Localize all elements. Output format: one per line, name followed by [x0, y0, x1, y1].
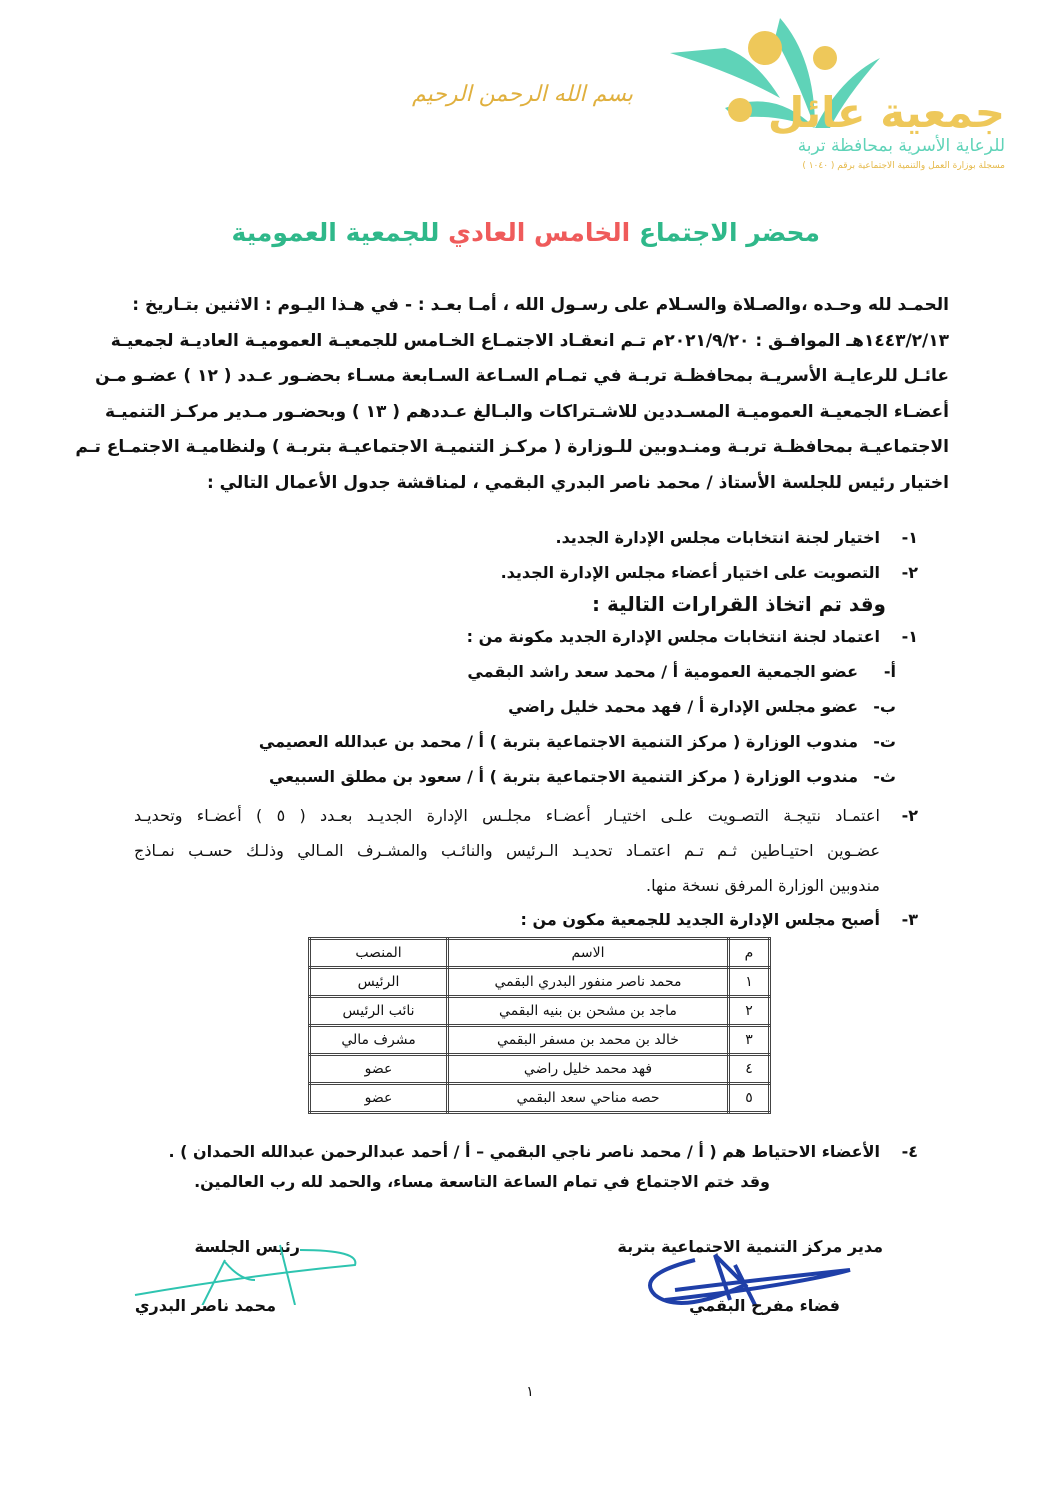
item-text: عضو الجمعية العمومية أ / محمد سعد راشد ا… [467, 662, 858, 681]
intro-paragraph: الحمـد لله وحـده ،والصـلاة والسـلام على … [75, 288, 949, 501]
header-name: الاسم [446, 937, 730, 969]
decision-2-text: اعتمـاد نتيجـة التصـويت علـى اختيـار أعض… [134, 798, 880, 903]
committee-member: ت- مندوب الوزارة ( مركز التنمية الاجتماعي… [259, 732, 896, 751]
item-text: الأعضاء الاحتياط هم ( أ / محمد ناصر ناجي… [168, 1142, 880, 1161]
item-text: أصبح مجلس الإدارة الجديد للجمعية مكون من… [520, 910, 880, 929]
board-table: م الاسم المنصب ١ محمد ناصر منفور البدري ا… [308, 937, 771, 1114]
document-title: محضر الاجتماع الخامس العادي للجمعية العم… [200, 218, 820, 247]
item-text: مندوب الوزارة ( مركز التنمية الاجتماعية … [268, 767, 858, 786]
logo-name: جمعية عائل [767, 88, 1005, 137]
cell-name: حصه مناحي سعد البقمي [446, 1082, 730, 1114]
intro-line: عائـل للرعايـة الأسريـة بمحافظـة تربـة ف… [95, 366, 949, 386]
cell-index: ٣ [727, 1024, 771, 1056]
agenda-item: ٢- التصويت على اختيار أعضاء مجلس الإدارة … [501, 563, 918, 582]
item-text: مندوب الوزارة ( مركز التنمية الاجتماعية … [258, 732, 858, 751]
organization-logo: جمعية عائل للرعاية الأسرية بمحافظة تربة … [665, 18, 1025, 178]
logo-figures-icon [670, 18, 880, 128]
title-part2: الخامس العادي [448, 218, 631, 247]
logo-subtitle: للرعاية الأسرية بمحافظة تربة [797, 136, 1005, 156]
item-text: عضو مجلس الإدارة أ / فهد محمد خليل راضي [508, 697, 858, 716]
chairman-title: رئيس الجلسة [194, 1237, 300, 1256]
header-position: المنصب [308, 937, 449, 969]
table-row: ٣ خالد بن محمد بن مسفر البقمي مشرف مالي [308, 1024, 771, 1056]
table-row: ١ محمد ناصر منفور البدري البقمي الرئيس [308, 966, 771, 998]
item-number: ٢- [901, 563, 918, 582]
cell-position: عضو [308, 1053, 449, 1085]
cell-index: ٤ [727, 1053, 771, 1085]
cell-index: ٢ [727, 995, 771, 1027]
item-text: اختيار لجنة انتخابات مجلس الإدارة الجديد… [555, 528, 880, 547]
cell-position: الرئيس [308, 966, 449, 998]
page-number: ١ [526, 1384, 534, 1400]
cell-position: نائب الرئيس [308, 995, 449, 1027]
cell-name: فهد محمد خليل راضي [446, 1053, 730, 1085]
decision-line: مندوبين الوزارة المرفق نسخة منها. [646, 876, 880, 895]
intro-line: الحمـد لله وحـده ،والصـلاة والسـلام على … [132, 295, 949, 315]
cell-name: ماجد بن مشحن بن بنيه البقمي [446, 995, 730, 1027]
cell-index: ٥ [727, 1082, 771, 1114]
chairman-signature-icon [134, 1244, 357, 1305]
item-number: ٣- [901, 910, 918, 929]
table-header-row: م الاسم المنصب [308, 937, 771, 969]
basmala: بسم الله الرحمن الرحيم [411, 82, 634, 107]
table-row: ٢ ماجد بن مشحن بن بنيه البقمي نائب الرئيس [308, 995, 771, 1027]
decisions-heading: وقد تم اتخاذ القرارات التالية : [591, 592, 886, 616]
decision-line: اعتمـاد نتيجـة التصـويت علـى اختيـار أعض… [134, 806, 881, 825]
decision-item: ٣- أصبح مجلس الإدارة الجديد للجمعية مكون … [520, 910, 918, 929]
decision-item-number: ٢- [901, 806, 918, 825]
title-part1: محضر الاجتماع [638, 218, 820, 247]
item-text: التصويت على اختيار أعضاء مجلس الإدارة ال… [500, 563, 880, 582]
item-letter: ت- [873, 732, 896, 751]
item-text: اعتماد لجنة انتخابات مجلس الإدارة الجديد… [466, 627, 880, 646]
item-letter: ب- [873, 697, 896, 716]
item-number: ٤- [901, 1142, 918, 1161]
intro-line: أعضـاء الجمعيـة العموميـة المسـددين للاش… [105, 401, 949, 422]
item-number: ١- [901, 528, 918, 547]
committee-member: ث- مندوب الوزارة ( مركز التنمية الاجتماعي… [269, 767, 896, 786]
decision-item: ١- اعتماد لجنة انتخابات مجلس الإدارة الجد… [467, 627, 918, 646]
cell-name: خالد بن محمد بن مسفر البقمي [446, 1024, 730, 1056]
cell-index: ١ [727, 966, 771, 998]
cell-position: مشرف مالي [308, 1024, 449, 1056]
intro-line: ١٤٤٣/٢/١٣هـ الموافـق : ٢٠٢١/٩/٢٠م تـم ان… [110, 330, 949, 351]
director-signature-icon [648, 1253, 851, 1306]
decision-item: ٤- الأعضاء الاحتياط هم ( أ / محمد ناصر نا… [168, 1142, 918, 1161]
intro-line: الاجتماعيـة بمحافظـة تربـة ومنـدوبين للـ… [75, 437, 949, 457]
committee-member: ب- عضو مجلس الإدارة أ / فهد محمد خليل راض… [508, 697, 896, 716]
table-row: ٤ فهد محمد خليل راضي عضو [308, 1053, 771, 1085]
closing-statement: وقد ختم الاجتماع في تمام الساعة التاسعة … [194, 1172, 770, 1191]
logo-registration: مسجلة بوزارة العمل والتنمية الاجتماعية ب… [802, 161, 1005, 171]
agenda-item: ١- اختيار لجنة انتخابات مجلس الإدارة الجد… [555, 528, 918, 547]
intro-line: اختيار رئيس للجلسة الأستاذ / محمد ناصر ا… [206, 472, 949, 493]
item-letter: أ- [883, 662, 896, 681]
director-title: مدير مركز التنمية الاجتماعية بتربة [617, 1237, 883, 1256]
decision-line: عضـوين احتيـاطين ثـم تـم اعتمـاد تحديـد … [134, 841, 880, 860]
cell-position: عضو [308, 1082, 449, 1114]
item-number: ١- [901, 627, 918, 646]
cell-name: محمد ناصر منفور البدري البقمي [446, 966, 730, 998]
item-letter: ث- [873, 767, 896, 786]
director-name: فضاء مفرح البقمي [689, 1296, 840, 1315]
committee-member: أ- عضو الجمعية العمومية أ / محمد سعد راشد… [467, 662, 896, 681]
chairman-name: محمد ناصر البدري [134, 1296, 276, 1315]
header-index: م [727, 937, 771, 969]
table-row: ٥ حصه مناحي سعد البقمي عضو [308, 1082, 771, 1114]
title-part3: للجمعية العمومية [231, 218, 440, 247]
